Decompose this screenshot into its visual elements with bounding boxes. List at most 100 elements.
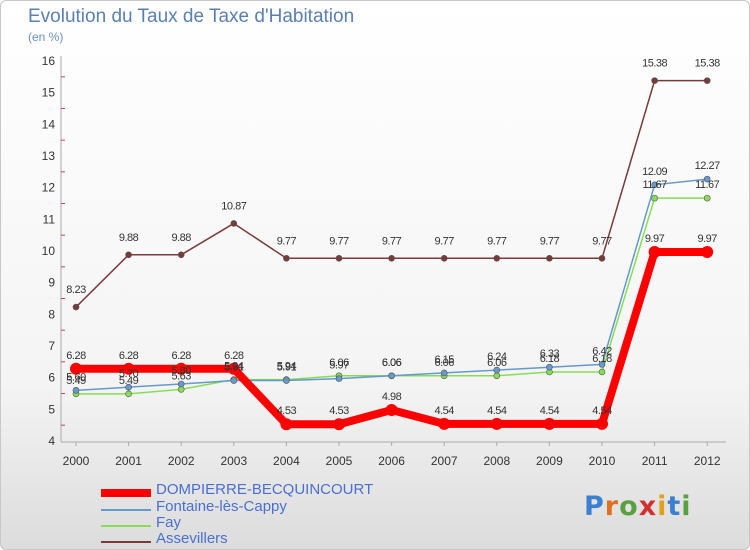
data-label: 5.60 — [66, 371, 86, 383]
data-label: 5.70 — [119, 368, 139, 380]
series-point-3 — [651, 77, 658, 84]
x-tick-label: 2009 — [536, 454, 563, 468]
data-label: 5.91 — [224, 362, 244, 374]
series-point-1 — [703, 175, 711, 183]
series-point-3 — [598, 254, 606, 262]
data-label: 4.98 — [382, 391, 402, 403]
series-point-3 — [440, 254, 448, 262]
data-label: 6.28 — [119, 350, 139, 362]
legend-swatch — [101, 509, 151, 511]
data-label: 10.87 — [221, 200, 246, 212]
series-point-0 — [280, 418, 293, 431]
data-label: 11.67 — [695, 179, 720, 191]
data-label: 6.28 — [66, 350, 86, 362]
data-label: 15.38 — [642, 58, 667, 70]
data-label: 4.53 — [277, 405, 297, 417]
data-label: 9.97 — [697, 233, 717, 245]
series-point-2 — [125, 390, 132, 398]
series-point-0 — [385, 403, 398, 416]
legend-label: DOMPIERRE-BECQUINCOURT — [156, 481, 374, 498]
data-label: 4.54 — [540, 405, 560, 417]
x-tick-label: 2006 — [378, 454, 405, 468]
legend-label: Fontaine-lès-Cappy — [156, 498, 287, 515]
y-tick-label: 4 — [48, 434, 55, 448]
series-point-0 — [596, 417, 608, 430]
x-tick-label: 2004 — [273, 454, 300, 468]
series-point-1 — [598, 361, 606, 368]
series-line-3 — [75, 79, 708, 308]
series-point-0 — [70, 362, 82, 375]
series-point-2 — [598, 368, 606, 376]
logo-letter: o — [619, 491, 639, 522]
logo-letter: x — [638, 491, 658, 522]
data-label: 12.09 — [642, 166, 667, 178]
data-label: 5.91 — [277, 362, 297, 374]
series-point-3 — [335, 254, 343, 262]
series-point-3 — [546, 254, 553, 262]
y-tick-label: 16 — [42, 54, 56, 68]
data-label: 5.94 — [277, 361, 297, 373]
y-tick-label: 7 — [48, 339, 55, 353]
data-label: 6.15 — [434, 354, 454, 366]
series-point-3 — [177, 251, 185, 259]
data-label: 9.88 — [119, 232, 139, 244]
legend-swatch — [101, 541, 151, 543]
data-label: 12.27 — [695, 160, 720, 172]
series-point-0 — [122, 362, 135, 375]
x-tick-label: 2010 — [589, 454, 616, 468]
x-tick-label: 2011 — [642, 454, 668, 468]
y-tick-label: 12 — [42, 181, 56, 195]
series-point-1 — [72, 387, 80, 394]
legend-swatch — [101, 525, 151, 527]
x-tick-label: 2007 — [431, 454, 458, 468]
series-point-1 — [546, 363, 553, 371]
series-point-1 — [388, 372, 395, 380]
data-label: 4.54 — [592, 405, 612, 417]
data-label: 4.53 — [329, 405, 349, 417]
chart-subtitle: (en %) — [28, 30, 64, 44]
data-label: 4.54 — [434, 405, 454, 417]
data-label: 9.77 — [277, 235, 297, 247]
legend-label: Fay — [156, 514, 182, 531]
data-label: 5.49 — [66, 375, 86, 387]
series-point-0 — [543, 417, 556, 430]
series-point-3 — [703, 77, 711, 84]
y-tick-label: 6 — [48, 371, 55, 385]
data-label: 6.06 — [382, 357, 402, 369]
data-label: 5.49 — [119, 375, 139, 387]
series-point-2 — [651, 194, 658, 202]
data-label: 9.88 — [171, 232, 191, 244]
chart-title: Evolution du Taux de Taxe d'Habitation — [28, 6, 355, 27]
data-label: 15.38 — [695, 58, 720, 70]
data-label: 6.06 — [487, 357, 507, 369]
series-point-0 — [438, 417, 451, 430]
x-tick-label: 2008 — [483, 454, 510, 468]
y-tick-label: 14 — [42, 117, 56, 131]
series-point-3 — [72, 303, 80, 311]
data-label: 9.77 — [329, 235, 349, 247]
data-label: 9.97 — [645, 233, 665, 245]
data-label: 6.28 — [224, 350, 244, 362]
data-label: 6.18 — [540, 353, 560, 365]
data-label: 5.80 — [171, 365, 191, 377]
series-point-0 — [227, 362, 240, 375]
x-tick-label: 2003 — [220, 454, 247, 468]
y-tick-label: 5 — [48, 402, 55, 416]
series-point-0 — [648, 245, 661, 258]
series-point-1 — [651, 181, 658, 189]
series-point-3 — [283, 254, 290, 262]
data-label: 9.77 — [434, 235, 454, 247]
data-label: 6.42 — [592, 345, 612, 357]
data-label: 9.77 — [540, 235, 560, 247]
data-label: 6.06 — [382, 357, 402, 369]
y-tick-label: 9 — [48, 276, 55, 290]
data-label: 6.18 — [592, 353, 612, 365]
x-tick-label: 2002 — [168, 454, 195, 468]
series-point-2 — [493, 372, 501, 380]
series-point-3 — [230, 220, 238, 227]
y-tick-label: 15 — [42, 86, 56, 100]
series-point-0 — [175, 362, 188, 375]
series-point-1 — [335, 375, 343, 382]
logo-letter: i — [657, 491, 668, 522]
